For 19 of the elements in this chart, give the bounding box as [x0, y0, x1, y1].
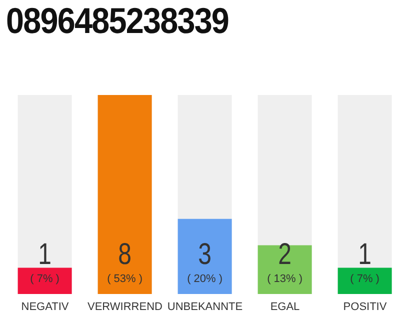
bar — [18, 268, 72, 294]
x-tick-label: UNBEKANNTE — [167, 300, 243, 313]
annotation: 1 — [38, 236, 52, 271]
data-label: ( 7% ) — [30, 273, 60, 285]
x-tick-label: NEGATIV — [21, 300, 70, 313]
chart-title: 0896485238339 — [6, 0, 229, 42]
bar — [338, 268, 392, 294]
x-tick-label: VERWIRREND — [88, 300, 163, 313]
annotation: 1 — [358, 236, 372, 271]
x-tick-label: POSITIV — [343, 300, 388, 313]
annotation: 8 — [118, 236, 132, 271]
data-label: ( 13% ) — [267, 273, 303, 285]
x-tick-label: EGAL — [270, 300, 300, 313]
data-label: ( 7% ) — [350, 273, 380, 285]
annotation: 3 — [198, 236, 212, 271]
bar — [258, 245, 312, 294]
annotation: 2 — [278, 236, 292, 271]
data-label: ( 53% ) — [107, 273, 143, 285]
data-label: ( 20% ) — [187, 273, 223, 285]
